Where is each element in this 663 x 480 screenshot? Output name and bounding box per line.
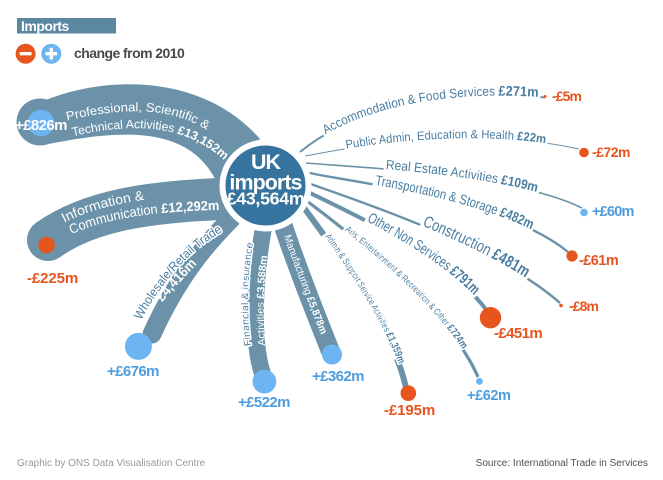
svg-text:+£676m: +£676m: [107, 363, 159, 380]
svg-text:+£362m: +£362m: [312, 368, 364, 385]
svg-text:Activities £3,588m: Activities £3,588m: [256, 255, 271, 347]
svg-text:Graphic by ONS Data Visualisat: Graphic by ONS Data Visualisation Centre: [17, 458, 206, 469]
svg-text:-£5m: -£5m: [552, 88, 582, 104]
svg-text:Imports: Imports: [21, 18, 70, 34]
svg-text:Manufacturing £5,878m: Manufacturing £5,878m: [281, 233, 329, 336]
svg-text:Source: International Trade in: Source: International Trade in Services: [476, 458, 648, 469]
svg-text:-£8m: -£8m: [569, 298, 599, 314]
svg-text:-£451m: -£451m: [494, 325, 542, 342]
svg-text:+£62m: +£62m: [467, 388, 511, 404]
svg-text:-£225m: -£225m: [27, 270, 78, 287]
svg-text:+£826m: +£826m: [15, 117, 67, 134]
svg-text:-£72m: -£72m: [592, 144, 630, 160]
svg-text:-£195m: -£195m: [384, 402, 435, 419]
svg-text:£43,564m: £43,564m: [227, 189, 305, 209]
svg-text:-£61m: -£61m: [579, 253, 618, 269]
svg-text:change from 2010: change from 2010: [74, 45, 185, 61]
svg-text:+£522m: +£522m: [238, 394, 290, 411]
svg-text:imports: imports: [229, 171, 302, 195]
svg-text:UK: UK: [251, 150, 282, 174]
svg-text:+£60m: +£60m: [592, 204, 634, 220]
